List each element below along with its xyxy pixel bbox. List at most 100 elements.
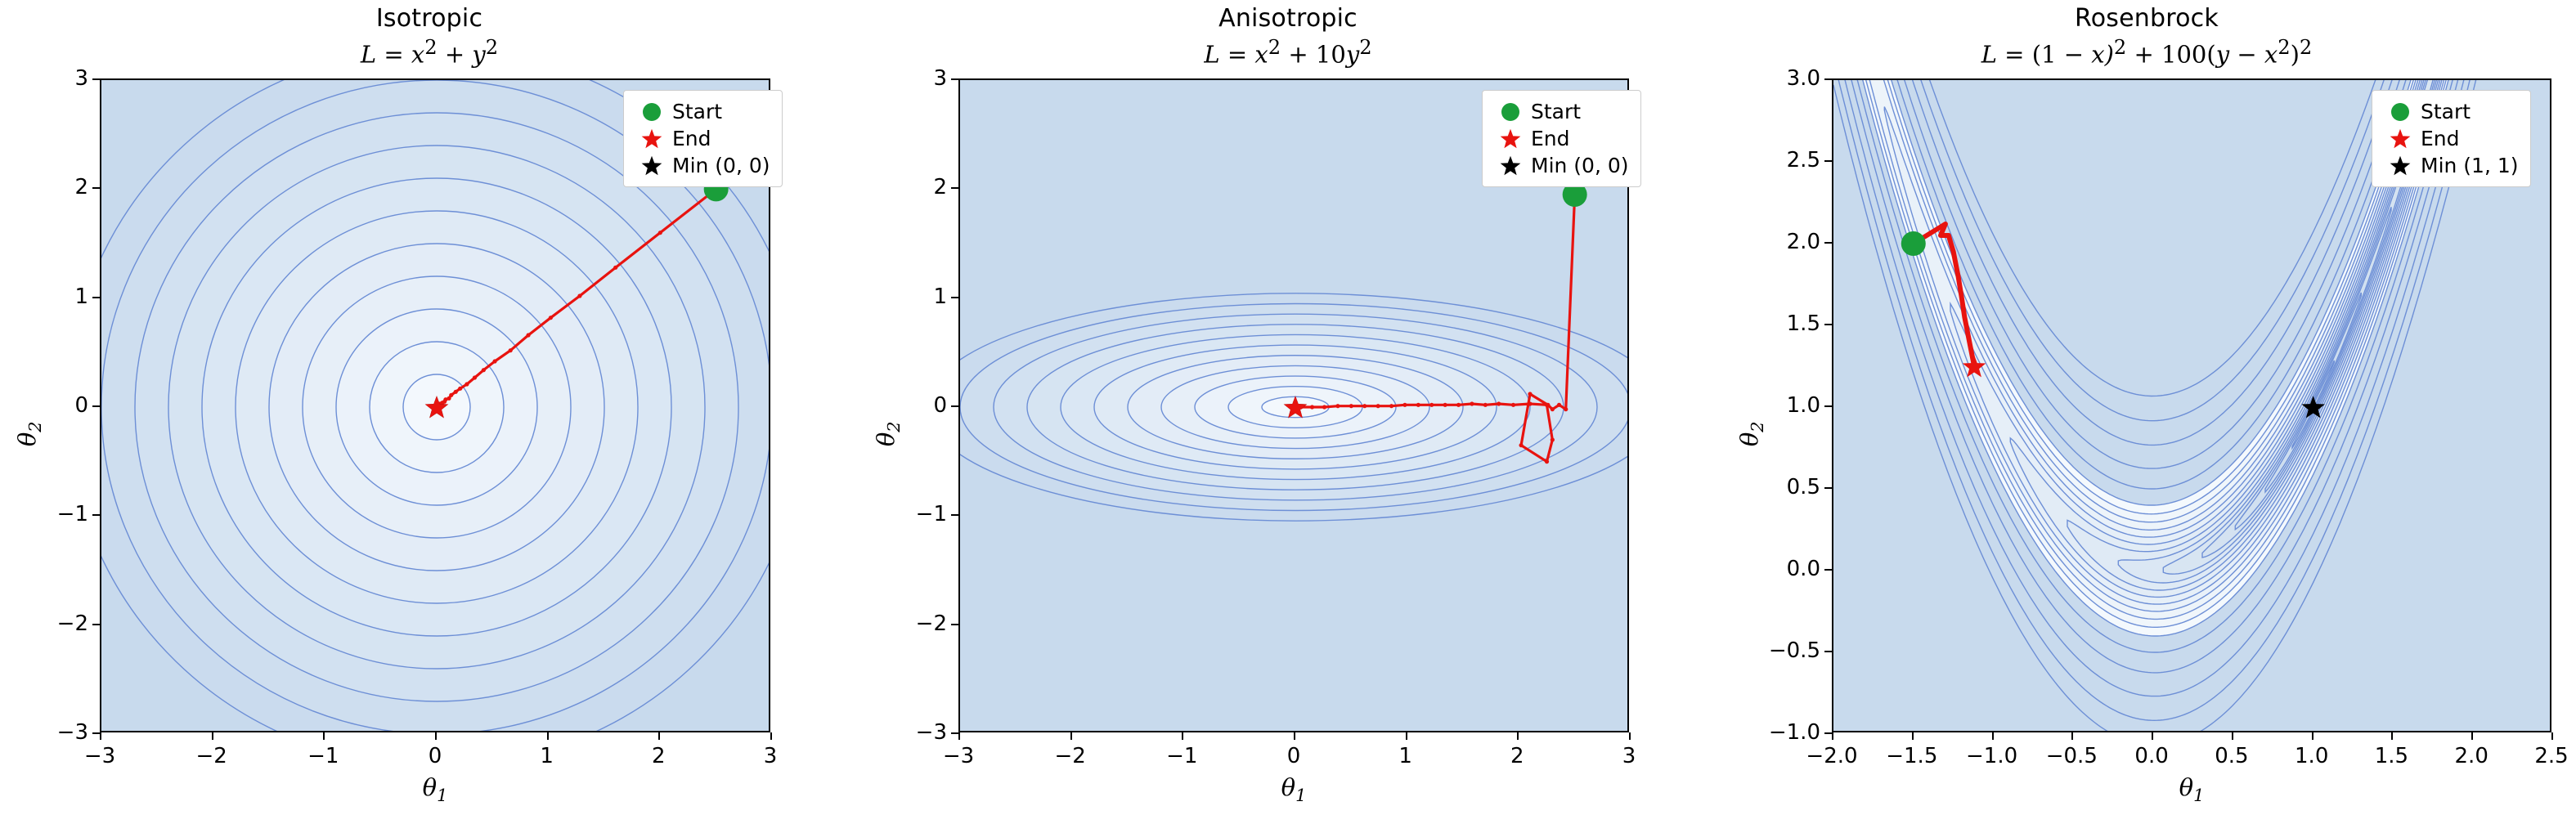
x-tick-label: −1.5 — [1886, 744, 1938, 768]
legend-star-icon — [633, 128, 671, 150]
y-tick-label: 1 — [933, 284, 947, 309]
contour-level — [1911, 80, 2393, 446]
panel-3-ylabel: θ2 — [1735, 421, 1767, 447]
legend-label: Start — [672, 100, 723, 123]
contour-level — [1869, 80, 2445, 620]
legend-label: End — [1531, 127, 1570, 150]
y-tick — [951, 514, 958, 517]
x-tick — [2551, 732, 2553, 740]
y-tick-label: 2 — [933, 175, 947, 200]
y-tick — [951, 732, 958, 734]
start-dot-icon — [1501, 102, 1519, 121]
x-tick — [2231, 732, 2233, 740]
y-tick — [1824, 160, 1832, 162]
x-tick — [2311, 732, 2313, 740]
contour-level — [2067, 80, 2438, 591]
y-tick-label: −2 — [56, 611, 88, 636]
y-tick-label: 1.5 — [1786, 311, 1820, 336]
star-icon — [641, 128, 662, 148]
y-tick — [951, 296, 958, 298]
axes-rosenbrock[interactable] — [1832, 78, 2551, 732]
x-tick — [2391, 732, 2394, 740]
legend-label: Min (0, 0) — [672, 154, 770, 177]
legend-item-star-1[interactable]: End — [1492, 125, 1629, 152]
y-tick — [951, 623, 958, 625]
y-tick-label: 2.0 — [1786, 230, 1820, 254]
legend-anisotropic[interactable]: Start End Min (0, 0) — [1482, 90, 1641, 187]
legend-item-circle-0[interactable]: Start — [1492, 98, 1629, 125]
star-icon — [2390, 128, 2411, 148]
y-tick-label: 0.0 — [1786, 557, 1820, 581]
contour-level — [1904, 80, 2400, 469]
x-tick-label: −1 — [307, 744, 339, 768]
panel-3-title: Rosenbrock — [2075, 4, 2219, 33]
path-point — [1497, 401, 1501, 406]
path-point — [1528, 401, 1533, 406]
panel-1-ylabel: θ2 — [12, 421, 45, 447]
y-tick-label: −1 — [56, 502, 88, 527]
x-tick-label: 1 — [1398, 744, 1412, 768]
y-tick-label: 3 — [74, 66, 88, 91]
y-tick — [92, 623, 100, 625]
path-point — [492, 359, 497, 364]
y-tick — [92, 78, 100, 80]
path-point — [1429, 402, 1434, 407]
x-tick — [2071, 732, 2074, 740]
legend-isotropic[interactable]: Start End Min (0, 0) — [623, 90, 783, 187]
x-tick-label: 0 — [428, 744, 442, 768]
path-point — [1550, 407, 1555, 412]
x-tick-label: 3 — [763, 744, 778, 768]
descent-path — [1912, 222, 1977, 367]
x-tick — [1070, 732, 1072, 740]
x-tick-label: 2 — [652, 744, 666, 768]
legend-rosenbrock[interactable]: Start End Min (1, 1) — [2372, 90, 2531, 187]
x-tick-label: 1 — [540, 744, 554, 768]
legend-label: Start — [1531, 100, 1582, 123]
path-point — [657, 231, 662, 235]
path-point — [453, 389, 458, 394]
legend-item-circle-0[interactable]: Start — [633, 98, 770, 125]
x-tick-label: −0.5 — [2045, 744, 2098, 768]
x-tick — [546, 732, 549, 740]
contour-level — [1838, 80, 2471, 722]
end-marker — [1962, 355, 1986, 378]
legend-item-circle-0[interactable]: Start — [2381, 98, 2519, 125]
legend-star-icon — [2381, 128, 2419, 150]
path-point — [1483, 402, 1488, 407]
panel-2-title: Anisotropic — [1218, 4, 1358, 33]
legend-item-star-1[interactable]: End — [633, 125, 770, 152]
y-tick-label: 3 — [933, 66, 947, 91]
x-tick — [2152, 732, 2154, 740]
x-tick-label: −3 — [83, 744, 116, 768]
path-point — [548, 316, 554, 320]
legend-circle-icon — [633, 102, 671, 121]
path-point — [1456, 402, 1461, 407]
y-tick — [1824, 569, 1832, 571]
path-point — [1335, 404, 1340, 409]
y-tick-label: 0 — [74, 393, 88, 418]
x-tick — [1405, 732, 1407, 740]
legend-label: Min (0, 0) — [1531, 154, 1629, 177]
star-icon — [2390, 155, 2411, 175]
legend-item-star-1[interactable]: End — [2381, 125, 2519, 152]
axes-isotropic[interactable] — [100, 78, 770, 732]
y-tick-label: 1 — [74, 284, 88, 309]
x-tick-label: −2 — [1054, 744, 1086, 768]
axes-anisotropic[interactable] — [958, 78, 1629, 732]
x-tick — [1517, 732, 1519, 740]
x-tick — [100, 732, 101, 740]
y-tick-label: 1.0 — [1786, 393, 1820, 418]
path-point — [447, 396, 451, 401]
star-icon — [1500, 128, 1521, 148]
panel-rosenbrock: Rosenbrock L = (1 − x)2 + 100(y − x2)2 −… — [1717, 0, 2576, 824]
end-marker — [1283, 396, 1308, 419]
x-tick-label: −2.0 — [1806, 744, 1858, 768]
path-point — [1376, 404, 1380, 409]
legend-item-star-2[interactable]: Min (1, 1) — [2381, 152, 2519, 179]
y-tick — [92, 187, 100, 190]
y-tick-label: −1 — [915, 502, 947, 527]
y-tick — [92, 732, 100, 734]
x-tick — [1182, 732, 1184, 740]
legend-item-star-2[interactable]: Min (0, 0) — [633, 152, 770, 179]
legend-item-star-2[interactable]: Min (0, 0) — [1492, 152, 1629, 179]
